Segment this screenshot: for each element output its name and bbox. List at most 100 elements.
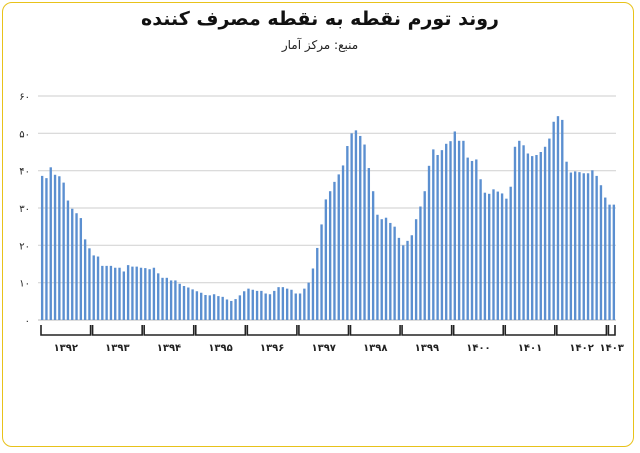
bar <box>161 277 164 320</box>
bar <box>518 140 521 320</box>
bar <box>475 159 478 320</box>
y-tick-label: ۶۰ <box>19 92 30 103</box>
bar <box>328 191 332 320</box>
bar <box>539 152 542 320</box>
bar <box>324 199 328 320</box>
bar <box>268 294 272 320</box>
bar <box>427 165 431 320</box>
bar <box>543 146 547 320</box>
bar <box>367 168 371 320</box>
bar <box>191 289 194 320</box>
bar <box>131 266 134 320</box>
bar <box>496 191 499 320</box>
bar <box>350 133 353 320</box>
bar <box>88 248 91 320</box>
bar <box>281 287 285 320</box>
bar <box>479 179 482 320</box>
bar <box>62 182 65 320</box>
bar <box>449 141 452 320</box>
x-tick-label: ۱۳۹۷ <box>311 343 335 354</box>
year-bracket <box>91 325 143 336</box>
bar <box>53 174 57 320</box>
y-tick-label: ۰ <box>25 316 30 327</box>
year-bracket <box>556 325 608 336</box>
y-tick-label: ۳۰ <box>19 204 30 215</box>
bar <box>303 288 306 320</box>
bar <box>410 235 414 320</box>
y-tick-label: ۱۰ <box>19 279 30 290</box>
bar <box>462 140 465 320</box>
bar <box>453 131 456 320</box>
bar <box>608 204 611 320</box>
bar <box>264 293 267 320</box>
bar <box>285 288 289 320</box>
bar <box>393 226 396 320</box>
bar <box>79 218 83 320</box>
bar <box>445 143 448 320</box>
y-tick-label: ۵۰ <box>19 129 30 140</box>
bar <box>440 150 444 320</box>
bar <box>152 267 156 320</box>
bar <box>470 160 474 320</box>
bar <box>290 289 293 320</box>
year-bracket <box>504 325 556 336</box>
chart-source: منبع: مرکز آمار <box>281 38 359 52</box>
bar <box>402 245 405 320</box>
bar <box>389 222 392 320</box>
bar <box>260 290 263 320</box>
x-tick-label: ۱۳۹۲ <box>54 343 78 354</box>
bar <box>406 240 409 320</box>
bar <box>148 269 151 320</box>
bar <box>71 208 74 320</box>
year-bracket <box>607 325 616 336</box>
x-tick-label: ۱۳۹۳ <box>105 343 129 354</box>
bar <box>384 217 388 320</box>
bar <box>187 287 190 320</box>
bar <box>573 171 577 320</box>
bar <box>109 265 113 320</box>
bar <box>591 170 594 320</box>
bar <box>423 191 426 320</box>
year-bracket <box>452 325 505 336</box>
year-bracket <box>40 325 92 336</box>
chart-frame <box>2 2 634 447</box>
bar <box>535 154 538 320</box>
bar <box>114 267 117 320</box>
x-tick-label: ۱۴۰۱ <box>518 343 542 354</box>
x-tick-label: ۱۳۹۸ <box>363 343 387 354</box>
year-bracket <box>349 325 401 336</box>
bar <box>212 294 216 320</box>
bar <box>217 296 220 320</box>
bar <box>238 295 242 320</box>
bar <box>294 293 297 320</box>
bar <box>548 138 551 320</box>
bar <box>488 193 491 320</box>
bar <box>247 288 250 320</box>
bar <box>526 153 530 320</box>
bar <box>466 157 469 320</box>
bar <box>122 271 126 320</box>
bar <box>513 146 517 320</box>
bar <box>552 121 555 320</box>
bar <box>126 265 130 320</box>
bar <box>118 267 121 320</box>
bar <box>242 291 246 320</box>
bar <box>83 239 87 320</box>
bar <box>414 219 418 320</box>
bar <box>49 167 52 320</box>
bar <box>376 214 379 320</box>
bar <box>457 140 461 320</box>
bar <box>604 197 607 320</box>
bar <box>578 172 581 320</box>
bar <box>346 146 349 320</box>
bar <box>432 149 435 320</box>
bar <box>298 293 302 320</box>
bar <box>178 283 181 320</box>
bar <box>139 267 143 320</box>
bar <box>341 165 345 320</box>
bar <box>208 295 211 320</box>
bar <box>556 116 560 320</box>
bar <box>66 200 70 320</box>
bar <box>530 156 534 320</box>
bar <box>101 265 104 320</box>
